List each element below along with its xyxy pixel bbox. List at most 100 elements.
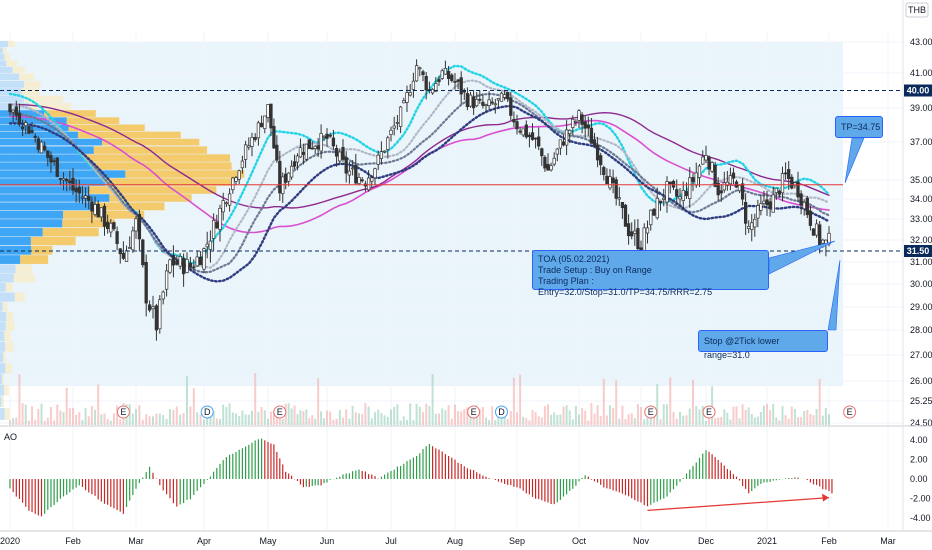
- ao-axis[interactable]: 4.00 2.00 0.00 -2.00 -4.00: [910, 435, 931, 523]
- candle-body: [55, 157, 59, 177]
- ao-tick-3: -2.00: [910, 494, 931, 504]
- price-axis[interactable]: 24.50 25.25 26.00 27.00 28.00 29.00 30.00 31.00…: [910, 37, 932, 428]
- event-marker-4: [495, 405, 508, 419]
- volume-bar-134: [434, 413, 437, 425]
- candle-body: [395, 121, 400, 124]
- time-axis[interactable]: 2020 Feb Mar Apr May Jun Jul Aug Sep Oct Nov Dec 202…: [0, 530, 932, 546]
- candle-body: [595, 144, 600, 161]
- profile-row-buy: [0, 186, 89, 194]
- candle-49: [164, 263, 169, 297]
- candle-196: [626, 214, 631, 245]
- candle-body: [195, 256, 199, 267]
- candle-38: [128, 236, 132, 249]
- volume-bar-20: [72, 407, 74, 425]
- candle-238: [759, 194, 763, 216]
- candle-body: [382, 150, 387, 153]
- time-tick-14: Mar: [880, 536, 896, 546]
- profile-row-sell: [88, 186, 217, 194]
- candle-166: [533, 137, 538, 149]
- profile-row-buy: [0, 210, 64, 219]
- candle-body: [475, 98, 479, 107]
- volume-bar-99: [323, 418, 326, 425]
- profile-row-buy: [0, 73, 20, 81]
- volume-bar-220: [705, 420, 707, 425]
- candle-26: [90, 196, 94, 224]
- candle-body: [147, 304, 152, 311]
- volume-bar-184: [590, 403, 593, 425]
- candle-body: [614, 179, 618, 199]
- resistance-tag: 40.00: [907, 86, 930, 96]
- candle-59: [198, 251, 203, 266]
- candle-218: [697, 164, 702, 187]
- profile-row-sell: [4, 341, 14, 352]
- candle-body: [307, 139, 311, 150]
- profile-row-buy: [0, 255, 21, 264]
- volume-bar-229: [732, 406, 735, 425]
- candle-15: [55, 156, 59, 178]
- candle-202: [645, 220, 650, 244]
- candle-215: [688, 167, 692, 208]
- event-marker-label-3: E: [471, 407, 477, 417]
- volume-bar-57: [192, 388, 195, 425]
- candle-30: [102, 203, 107, 236]
- candle-body: [281, 176, 285, 195]
- volume-bar-137: [444, 410, 447, 425]
- candle-28: [96, 200, 100, 218]
- volume-bar-185: [593, 413, 596, 425]
- volume-bar-112: [364, 403, 367, 425]
- candle-188: [602, 165, 606, 181]
- volume-bar-191: [612, 408, 615, 425]
- candle-120: [389, 126, 393, 142]
- profile-row-buy: [0, 321, 6, 331]
- candle-body: [83, 195, 88, 199]
- candle-155: [499, 91, 504, 102]
- candle-body: [121, 252, 126, 259]
- candle-body: [164, 270, 169, 290]
- volume-bar-93: [305, 409, 308, 425]
- volume-bar-189: [605, 415, 608, 425]
- candle-185: [592, 132, 597, 147]
- candle-102: [331, 129, 336, 150]
- candle-body: [161, 291, 165, 300]
- volume-bar-130: [422, 412, 424, 425]
- profile-row-sell: [2, 47, 7, 54]
- volume-bar-108: [351, 405, 354, 425]
- candle-body: [192, 266, 196, 269]
- candle-body: [509, 97, 513, 116]
- price-tick-2: 26.00: [910, 376, 932, 386]
- candle-44: [147, 300, 152, 313]
- candle-body: [645, 227, 650, 234]
- event-marker-label-7: E: [847, 407, 853, 417]
- volume-bar-201: [643, 419, 646, 425]
- volume-bar-224: [717, 417, 720, 425]
- volume-bar-128: [415, 403, 418, 425]
- candle-52: [175, 255, 179, 266]
- candle-213: [681, 181, 685, 210]
- candle-body: [90, 201, 94, 212]
- volume-bar-97: [317, 378, 320, 425]
- candle-181: [580, 112, 584, 134]
- candle-body: [93, 204, 97, 215]
- candle-22: [77, 179, 81, 203]
- candle-136: [440, 68, 444, 80]
- candle-body: [652, 208, 656, 216]
- event-marker-label-2: E: [277, 407, 283, 417]
- candle-body: [292, 161, 297, 167]
- volume-bar-251: [800, 417, 803, 425]
- volume-bar-78: [260, 407, 263, 425]
- profile-row-sell: [23, 80, 41, 88]
- candle-46: [154, 303, 159, 341]
- candle-body: [36, 138, 40, 150]
- volume-bar-238: [759, 411, 762, 425]
- volume-bar-4: [21, 403, 24, 425]
- candle-body: [568, 129, 572, 134]
- candle-27: [93, 196, 97, 217]
- candle-body: [818, 224, 822, 246]
- stop-note: Stop @2Tick lower range=31.0: [698, 330, 828, 360]
- volume-bar-115: [374, 412, 376, 425]
- volume-bar-33: [112, 413, 115, 425]
- candle-body: [787, 169, 791, 179]
- volume-bar-253: [806, 410, 809, 425]
- volume-bar-172: [553, 412, 556, 425]
